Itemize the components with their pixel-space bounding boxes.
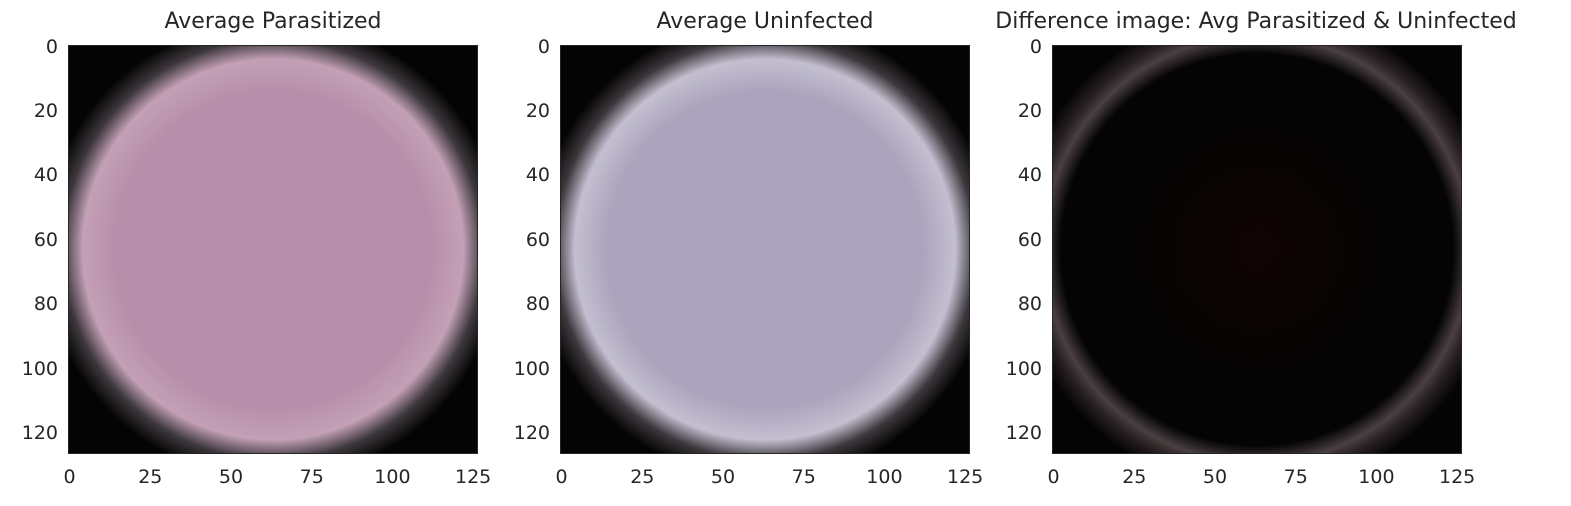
x-tick-label: 50 <box>1202 466 1228 488</box>
x-tick-label: 100 <box>866 466 903 488</box>
y-tick-label: 100 <box>21 357 58 380</box>
x-tick-label: 125 <box>455 466 492 488</box>
x-tick-label: 25 <box>630 466 655 488</box>
x-tick-label: 75 <box>791 466 816 488</box>
image-axes <box>68 45 478 454</box>
x-tick-label: 125 <box>947 466 984 488</box>
x-tick-label: 75 <box>1283 466 1308 488</box>
y-tick-label: 0 <box>1029 35 1042 58</box>
y-tick-label: 80 <box>525 293 550 316</box>
x-tick-label: 25 <box>1122 466 1147 488</box>
y-tick-label: 20 <box>33 100 58 122</box>
x-tick-label: 0 <box>63 466 76 488</box>
y-tick-label: 40 <box>1017 164 1042 187</box>
x-tick-label: 50 <box>218 466 244 488</box>
y-tick-label: 100 <box>513 357 550 380</box>
y-tick-label: 20 <box>1017 100 1042 122</box>
y-tick-label: 120 <box>21 422 58 445</box>
y-tick-label: 40 <box>525 164 550 187</box>
panel-title: Average Uninfected <box>656 9 874 34</box>
x-tick-label: 0 <box>1047 466 1060 488</box>
image-axes <box>560 45 970 454</box>
y-tick-label: 0 <box>537 35 550 58</box>
x-tick-label: 25 <box>138 466 163 488</box>
averaged-image <box>1053 46 1461 453</box>
x-tick-label: 100 <box>1358 466 1395 488</box>
x-tick-label: 100 <box>374 466 411 488</box>
y-tick-label: 60 <box>33 228 58 251</box>
y-tick-label: 120 <box>1005 422 1042 445</box>
y-tick-label: 120 <box>513 422 550 445</box>
panel-title: Average Parasitized <box>164 9 382 34</box>
x-tick-label: 0 <box>555 466 568 488</box>
y-tick-label: 60 <box>525 228 550 251</box>
x-tick-label: 75 <box>299 466 324 488</box>
y-tick-label: 80 <box>1017 293 1042 316</box>
panel-title: Difference image: Avg Parasitized & Unin… <box>995 9 1517 34</box>
y-tick-label: 0 <box>45 35 58 58</box>
averaged-image <box>561 46 969 453</box>
y-tick-label: 40 <box>33 164 58 187</box>
x-tick-label: 50 <box>710 466 736 488</box>
y-tick-label: 80 <box>33 293 58 316</box>
y-tick-label: 60 <box>1017 228 1042 251</box>
y-tick-label: 100 <box>1005 357 1042 380</box>
image-axes <box>1052 45 1462 454</box>
x-tick-label: 125 <box>1439 466 1476 488</box>
y-tick-label: 20 <box>525 100 550 122</box>
averaged-image <box>69 46 477 453</box>
